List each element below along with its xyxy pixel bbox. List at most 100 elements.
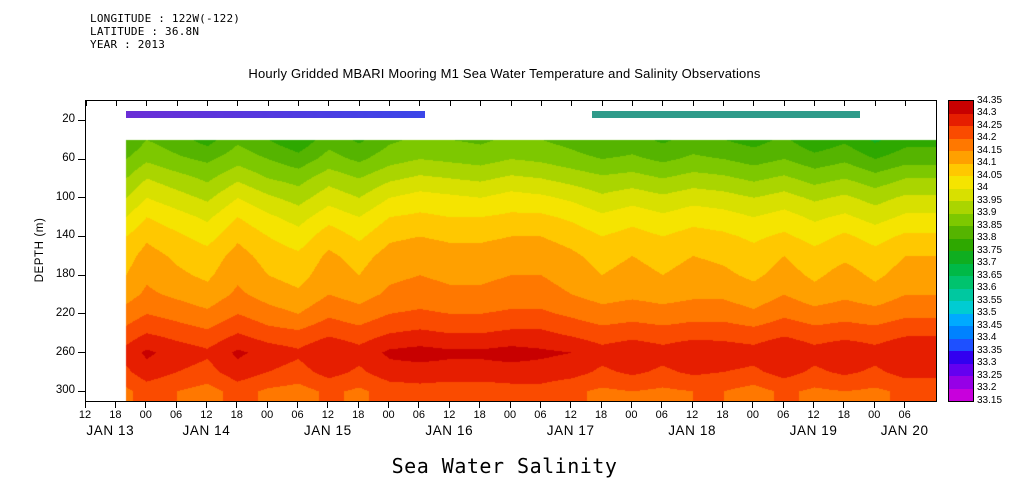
colorbar-cell bbox=[949, 213, 973, 226]
x-tick-mark bbox=[236, 402, 238, 408]
x-tick-label: 12 bbox=[564, 409, 577, 421]
x-tick-mark bbox=[873, 402, 875, 408]
colorbar-cell bbox=[949, 126, 973, 139]
x-tick-label: 06 bbox=[412, 409, 426, 421]
x-tick-label: 12 bbox=[807, 409, 820, 421]
x-date-label: JAN 16 bbox=[425, 423, 474, 438]
x-tick-label: 06 bbox=[777, 409, 790, 421]
x-tick-label: 06 bbox=[655, 409, 668, 421]
x-date-label: JAN 17 bbox=[546, 423, 595, 438]
x-tick-label: 18 bbox=[352, 409, 365, 421]
x-date-label: JAN 18 bbox=[668, 423, 717, 438]
latitude-text: LATITUDE : 36.8N bbox=[90, 25, 200, 38]
colorbar-label: 33.75 bbox=[977, 244, 1003, 256]
top-tick-mark bbox=[692, 101, 694, 106]
x-tick-mark bbox=[327, 402, 329, 408]
top-tick-mark bbox=[176, 101, 178, 106]
colorbar-label: 33.35 bbox=[977, 344, 1003, 356]
x-tick-mark bbox=[266, 402, 268, 408]
colorbar-cell bbox=[949, 238, 973, 251]
colorbar-cell bbox=[949, 176, 973, 189]
x-tick-mark bbox=[388, 402, 390, 408]
colorbar-cell bbox=[949, 163, 973, 176]
colorbar-cell bbox=[949, 251, 973, 264]
colorbar-label: 33.85 bbox=[977, 219, 1003, 231]
top-tick-mark bbox=[783, 101, 785, 106]
colorbar-cell bbox=[949, 138, 973, 151]
x-tick-label: 18 bbox=[594, 409, 608, 421]
x-tick-mark bbox=[205, 402, 207, 408]
colorbar-cell bbox=[949, 301, 973, 314]
top-tick-mark bbox=[905, 101, 907, 106]
colorbar-cell bbox=[949, 276, 973, 289]
top-tick-mark bbox=[85, 101, 87, 106]
top-tick-mark bbox=[328, 101, 330, 106]
colorbar-label: 33.55 bbox=[977, 294, 1003, 306]
x-tick-mark bbox=[539, 402, 541, 408]
y-tick-label: 260 bbox=[55, 345, 75, 358]
colorbar-cell bbox=[949, 113, 973, 126]
colorbar-label: 34 bbox=[977, 182, 989, 193]
colorbar-label: 33.7 bbox=[977, 257, 997, 268]
colorbar-label: 33.3 bbox=[977, 357, 997, 368]
x-tick-mark bbox=[145, 402, 147, 408]
colorbar-cell bbox=[949, 388, 973, 401]
colorbar-label: 33.45 bbox=[977, 319, 1003, 331]
top-tick-mark bbox=[874, 101, 876, 106]
top-tick-mark bbox=[115, 101, 117, 106]
top-tick-mark bbox=[723, 101, 724, 106]
y-tick-mark bbox=[78, 390, 85, 392]
y-tick-label: 20 bbox=[62, 113, 75, 126]
top-tick-mark bbox=[480, 101, 482, 106]
x-tick-mark bbox=[782, 402, 784, 408]
y-tick-label: 60 bbox=[62, 152, 75, 165]
x-tick-label: 06 bbox=[169, 409, 183, 421]
colorbar-cell bbox=[949, 326, 973, 339]
x-tick-mark bbox=[357, 402, 359, 408]
top-tick-mark bbox=[540, 101, 542, 106]
x-tick-mark bbox=[175, 402, 177, 408]
metadata-block: LONGITUDE : 122W(-122) LATITUDE : 36.8N … bbox=[90, 12, 240, 51]
x-tick-label: 18 bbox=[837, 409, 851, 421]
x-tick-mark bbox=[722, 402, 723, 408]
x-date-label: JAN 13 bbox=[86, 423, 135, 438]
top-tick-mark bbox=[631, 101, 633, 106]
x-tick-label: 00 bbox=[503, 409, 517, 421]
y-tick-mark bbox=[78, 197, 85, 199]
x-tick-mark bbox=[630, 402, 632, 408]
top-tick-mark bbox=[601, 101, 603, 106]
footer-title: Sea Water Salinity bbox=[391, 454, 618, 478]
colorbar-label: 33.8 bbox=[977, 232, 997, 243]
data-coverage-bar-2 bbox=[591, 111, 861, 118]
top-tick-mark bbox=[662, 101, 664, 106]
x-tick-mark bbox=[600, 402, 602, 408]
y-tick-label: 100 bbox=[55, 190, 75, 203]
colorbar-cell bbox=[949, 363, 973, 376]
x-tick-label: 18 bbox=[109, 409, 122, 421]
top-tick-mark bbox=[389, 101, 391, 106]
colorbar-cell bbox=[949, 151, 973, 164]
colorbar-cell bbox=[949, 338, 973, 351]
colorbar-cell bbox=[949, 313, 973, 326]
data-coverage-bar-1 bbox=[126, 111, 425, 118]
longitude-text: LONGITUDE : 122W(-122) bbox=[90, 12, 241, 25]
top-tick-mark bbox=[419, 101, 421, 106]
colorbar-cell bbox=[949, 201, 973, 214]
y-tick-mark bbox=[78, 119, 85, 121]
x-tick-mark bbox=[661, 402, 663, 408]
colorbar bbox=[948, 100, 974, 402]
x-tick-mark bbox=[418, 402, 420, 408]
y-tick-label: 300 bbox=[55, 384, 75, 397]
top-tick-mark bbox=[298, 101, 299, 106]
colorbar-cell bbox=[949, 376, 973, 389]
x-tick-label: 06 bbox=[291, 409, 304, 421]
x-tick-label: 18 bbox=[716, 409, 729, 421]
x-tick-label: 12 bbox=[200, 409, 213, 421]
x-date-label: JAN 20 bbox=[880, 423, 929, 438]
x-tick-mark bbox=[752, 402, 754, 408]
x-tick-label: 00 bbox=[382, 409, 395, 421]
x-tick-mark bbox=[479, 402, 481, 408]
top-tick-mark bbox=[753, 101, 755, 106]
y-tick-mark bbox=[78, 274, 85, 276]
